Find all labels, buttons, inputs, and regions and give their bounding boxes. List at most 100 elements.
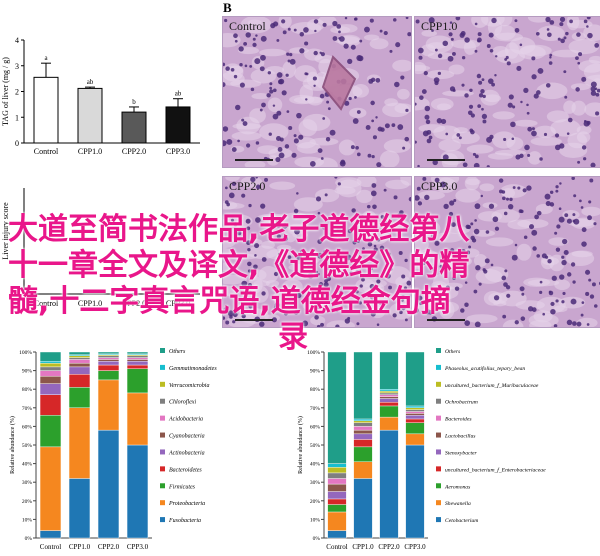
cell-nucleus bbox=[452, 51, 456, 56]
cell-nucleus bbox=[550, 301, 555, 307]
cell-nucleus bbox=[247, 261, 252, 267]
cell-nucleus bbox=[402, 146, 406, 150]
cytoplasm-vacuole bbox=[425, 35, 454, 53]
cell-nucleus bbox=[223, 316, 226, 320]
cell-nucleus bbox=[566, 132, 570, 135]
cell-nucleus bbox=[449, 21, 453, 24]
cell-nucleus bbox=[254, 243, 260, 249]
cell-nucleus bbox=[445, 285, 450, 290]
micrograph-label: Control bbox=[229, 19, 266, 33]
stacked-segment bbox=[327, 472, 347, 479]
cell-nucleus bbox=[247, 283, 253, 288]
x-tick-label: CPP1.0 bbox=[78, 299, 102, 308]
cell-nucleus bbox=[570, 298, 577, 305]
cell-nucleus bbox=[419, 302, 423, 306]
cell-nucleus bbox=[364, 26, 370, 33]
cell-nucleus bbox=[445, 132, 449, 136]
cell-nucleus bbox=[590, 81, 597, 88]
cell-nucleus bbox=[515, 154, 521, 160]
legend-swatch bbox=[160, 415, 165, 421]
cell-nucleus bbox=[358, 301, 362, 305]
cell-nucleus bbox=[469, 128, 474, 133]
cell-nucleus bbox=[492, 216, 499, 223]
cell-nucleus bbox=[276, 110, 282, 116]
cell-nucleus bbox=[484, 258, 490, 264]
cell-nucleus bbox=[343, 43, 349, 49]
cell-nucleus bbox=[486, 44, 491, 48]
cell-nucleus bbox=[241, 118, 245, 122]
cell-nucleus bbox=[224, 18, 228, 23]
micrograph-label: CPP2.0 bbox=[229, 179, 266, 193]
cell-nucleus bbox=[383, 188, 387, 192]
stacked-segment bbox=[379, 398, 399, 403]
cell-nucleus bbox=[490, 263, 494, 267]
cell-nucleus bbox=[239, 82, 245, 88]
stacked-segment bbox=[379, 392, 399, 395]
stacked-segment bbox=[126, 357, 149, 360]
cell-nucleus bbox=[544, 255, 549, 259]
cytoplasm-vacuole bbox=[259, 48, 287, 57]
cell-nucleus bbox=[529, 224, 535, 230]
cell-nucleus bbox=[571, 177, 575, 181]
cell-nucleus bbox=[504, 269, 508, 273]
cell-nucleus bbox=[491, 17, 497, 24]
cell-nucleus bbox=[586, 25, 589, 28]
cell-nucleus bbox=[527, 306, 534, 312]
y-axis-label: Relative abundance (%) bbox=[9, 416, 16, 474]
cell-nucleus bbox=[322, 225, 327, 230]
stacked-segment bbox=[126, 392, 149, 446]
cell-nucleus bbox=[523, 87, 529, 94]
cell-nucleus bbox=[269, 82, 273, 86]
legend-swatch bbox=[160, 483, 165, 489]
cell-nucleus bbox=[370, 100, 375, 106]
cell-nucleus bbox=[352, 240, 357, 245]
cytoplasm-vacuole bbox=[546, 110, 569, 123]
cell-nucleus bbox=[424, 194, 430, 201]
cell-nucleus bbox=[470, 113, 475, 118]
cell-nucleus bbox=[572, 321, 577, 326]
cytoplasm-vacuole bbox=[534, 125, 556, 138]
legend-swatch bbox=[160, 398, 165, 404]
cytoplasm-vacuole bbox=[247, 19, 262, 26]
legend-label: Phaseolus_acutifolius_tepary_bean bbox=[444, 365, 525, 372]
cell-nucleus bbox=[334, 177, 338, 179]
cell-nucleus bbox=[588, 200, 592, 204]
cell-nucleus bbox=[430, 234, 434, 237]
stacked-segment bbox=[97, 351, 120, 355]
cell-nucleus bbox=[231, 181, 237, 186]
cell-nucleus bbox=[555, 185, 559, 189]
stacked-segment bbox=[68, 366, 91, 375]
cell-nucleus bbox=[403, 226, 408, 231]
cell-nucleus bbox=[559, 182, 562, 185]
cell-nucleus bbox=[514, 27, 520, 33]
cell-nucleus bbox=[482, 119, 487, 124]
x-tick-label: Control bbox=[34, 147, 59, 156]
cell-nucleus bbox=[548, 290, 554, 296]
cell-nucleus bbox=[488, 32, 494, 38]
stacked-segment bbox=[126, 364, 149, 369]
y-tick-label: 70% bbox=[22, 406, 33, 412]
cell-nucleus bbox=[255, 141, 260, 145]
cell-nucleus bbox=[371, 119, 375, 123]
stain-image bbox=[415, 177, 600, 327]
stacked-segment bbox=[126, 368, 149, 394]
legend-label: Others bbox=[169, 349, 186, 355]
cytoplasm-vacuole bbox=[466, 144, 494, 154]
cell-nucleus bbox=[260, 54, 266, 61]
stacked-segment bbox=[379, 416, 399, 431]
legend-swatch bbox=[436, 364, 441, 370]
cell-nucleus bbox=[502, 196, 506, 201]
cell-nucleus bbox=[232, 320, 236, 324]
cell-nucleus bbox=[465, 224, 470, 229]
cell-nucleus bbox=[474, 154, 479, 159]
cytoplasm-vacuole bbox=[506, 136, 524, 151]
cell-nucleus bbox=[392, 313, 397, 318]
cell-nucleus bbox=[260, 35, 267, 42]
legend-label: Verrucomicrobia bbox=[169, 383, 209, 389]
cell-nucleus bbox=[576, 321, 582, 327]
cell-nucleus bbox=[536, 90, 541, 95]
cell-nucleus bbox=[431, 29, 434, 32]
cell-nucleus bbox=[583, 19, 588, 24]
legend-label: Aeromonas bbox=[444, 484, 470, 490]
cell-nucleus bbox=[595, 92, 600, 97]
